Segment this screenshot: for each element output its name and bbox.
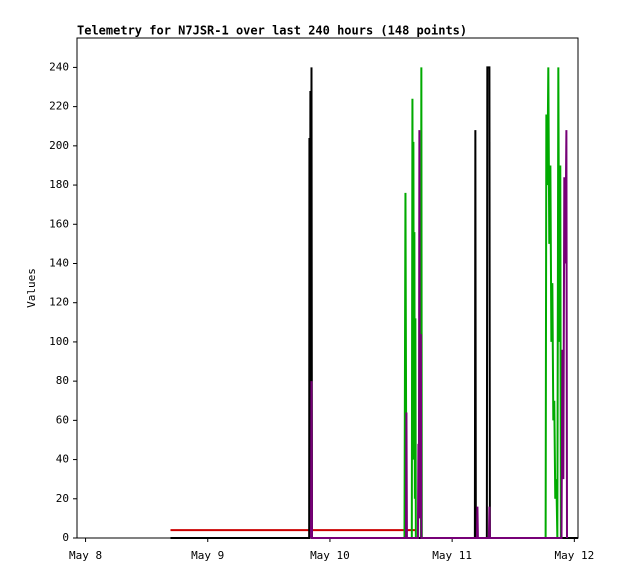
chart-title: Telemetry for N7JSR-1 over last 240 hour… <box>77 24 467 38</box>
y-tick-label: 40 <box>56 453 69 466</box>
x-tick-label: May 12 <box>554 549 594 562</box>
y-tick-label: 180 <box>49 178 69 191</box>
y-axis-label: Values <box>25 268 38 308</box>
y-tick-label: 60 <box>56 413 69 426</box>
y-tick-label: 100 <box>49 335 69 348</box>
y-tick-label: 80 <box>56 374 69 387</box>
x-tick-label: May 10 <box>310 549 350 562</box>
x-tick-label: May 9 <box>191 549 224 562</box>
y-tick-label: 220 <box>49 100 69 113</box>
series-line <box>310 130 568 539</box>
y-tick-label: 200 <box>49 139 69 152</box>
y-tick-label: 0 <box>62 531 69 544</box>
y-tick-label: 20 <box>56 492 69 505</box>
series-line <box>170 66 578 539</box>
x-tick-label: May 11 <box>432 549 472 562</box>
y-tick-label: 240 <box>49 60 69 73</box>
series-line <box>403 67 562 539</box>
x-tick-label: May 8 <box>69 549 102 562</box>
y-tick-label: 140 <box>49 256 69 269</box>
y-tick-label: 120 <box>49 296 69 309</box>
plot-frame <box>76 37 579 539</box>
y-tick-label: 160 <box>49 217 69 230</box>
